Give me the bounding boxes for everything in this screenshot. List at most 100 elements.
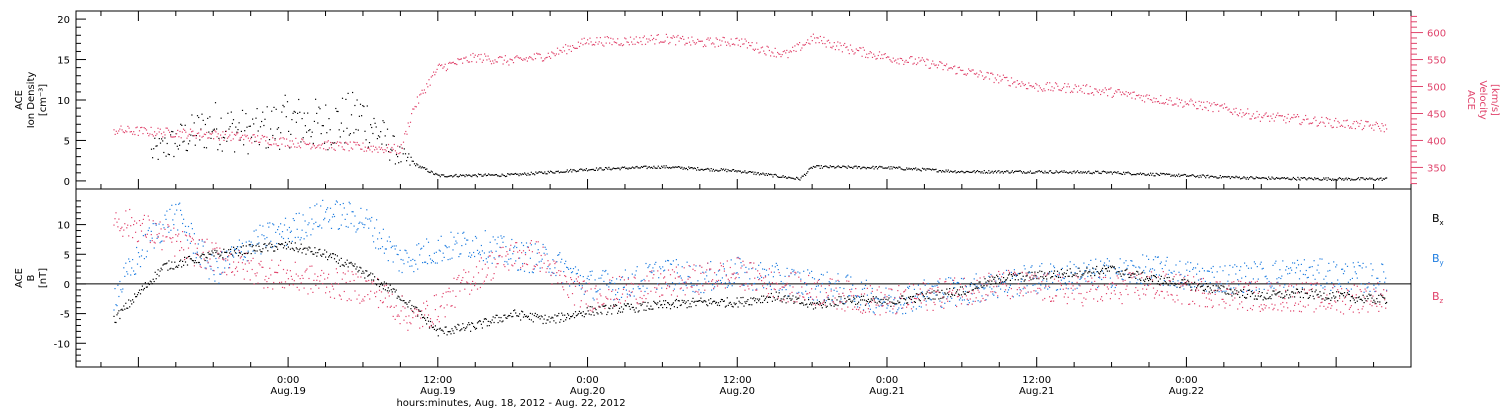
- field-series-By-point: [1085, 280, 1087, 282]
- field-series-Bz-point: [116, 221, 118, 223]
- top-series-1-point: [137, 134, 139, 136]
- field-series-By-point: [470, 256, 472, 258]
- field-series-Bx-point: [510, 312, 512, 314]
- field-series-By-point: [314, 205, 316, 207]
- field-series-Bx-point: [499, 320, 501, 322]
- field-series-By-point: [204, 267, 206, 269]
- top-series-1-point: [309, 142, 311, 144]
- field-series-Bx-point: [942, 297, 944, 299]
- top-series-1-point: [173, 136, 175, 138]
- field-series-Bz-point: [188, 235, 191, 237]
- field-series-By-point: [1139, 267, 1141, 269]
- top-series-0-point: [174, 142, 176, 145]
- field-series-Bx-point: [182, 260, 184, 262]
- top-series-1-point: [525, 57, 527, 59]
- field-series-By-point: [983, 288, 985, 290]
- top-series-0-point: [824, 165, 826, 167]
- field-series-Bx-point: [643, 309, 645, 311]
- field-series-Bx-point: [1277, 292, 1279, 294]
- field-series-By-point: [1004, 281, 1007, 283]
- field-series-Bx-point: [697, 300, 699, 302]
- top-series-0-point: [1032, 172, 1034, 174]
- field-series-Bx-point: [1184, 278, 1186, 281]
- field-series-Bx-point: [461, 328, 463, 330]
- top-series-0-point: [827, 166, 829, 169]
- field-series-By-point: [259, 224, 261, 226]
- field-series-Bx-point: [761, 295, 763, 297]
- field-series-By-point: [757, 276, 759, 278]
- top-series-1-point: [577, 41, 579, 43]
- top-series-1-point: [434, 74, 436, 76]
- top-series-0-point: [204, 123, 206, 126]
- field-series-Bx-point: [241, 254, 243, 256]
- top-series-0-point: [757, 172, 759, 174]
- top-series-0-point: [488, 173, 490, 175]
- field-series-By-point: [390, 247, 392, 249]
- top-series-0-point: [573, 169, 575, 171]
- top-series-1-point: [764, 53, 766, 55]
- top-series-1-point: [935, 64, 937, 66]
- top-series-0-point: [1332, 178, 1334, 180]
- field-series-By-point: [1036, 276, 1038, 278]
- field-series-By-point: [1360, 283, 1362, 285]
- field-series-Bx-point: [383, 281, 385, 283]
- field-series-Bx-point: [840, 296, 842, 298]
- field-series-Bx-point: [728, 302, 730, 304]
- top-series-0-point: [1318, 179, 1320, 181]
- top-series-1-point: [795, 50, 797, 52]
- field-series-By-point: [690, 282, 692, 284]
- field-series-Bx-point: [224, 251, 226, 253]
- field-series-By-point: [135, 273, 137, 275]
- field-series-By-point: [850, 276, 852, 278]
- top-series-1-point: [463, 57, 465, 59]
- top-series-1-point: [1365, 120, 1367, 122]
- field-series-By-point: [1314, 278, 1316, 280]
- field-series-Bx-point: [608, 307, 610, 309]
- top-series-1-point: [1042, 90, 1044, 92]
- field-series-By-point: [1045, 284, 1047, 286]
- field-series-Bx-point: [1201, 285, 1204, 287]
- field-series-Bx-point: [855, 303, 857, 305]
- field-series-Bx-point: [1171, 283, 1173, 285]
- field-series-Bx-point: [366, 270, 368, 272]
- top-series-0-point: [1191, 174, 1193, 176]
- field-series-By-point: [256, 243, 258, 245]
- field-series-Bx-point: [347, 266, 349, 268]
- top-series-1-point: [607, 37, 610, 39]
- top-series-1-point: [177, 129, 179, 131]
- field-series-By-point: [1007, 289, 1010, 291]
- field-series-Bz-point: [177, 235, 179, 237]
- field-series-By-point: [309, 207, 311, 209]
- field-series-Bx-point: [650, 305, 652, 307]
- field-series-By-point: [458, 256, 460, 258]
- top-series-1-point: [612, 38, 614, 40]
- field-series-Bx-point: [1137, 271, 1139, 273]
- field-series-Bx-point: [827, 298, 829, 300]
- top-series-0-point: [480, 173, 482, 176]
- field-series-Bx-point: [1032, 278, 1034, 280]
- top-series-1-point: [845, 46, 847, 49]
- top-series-0-point: [415, 165, 417, 167]
- field-series-Bx-point: [195, 262, 197, 264]
- field-series-Bx-point: [1093, 271, 1095, 273]
- top-series-0-point: [764, 174, 766, 176]
- top-series-1-point: [462, 62, 464, 64]
- field-series-By-point: [1147, 284, 1149, 286]
- top-series-1-point: [955, 73, 957, 75]
- field-series-Bx-point: [971, 289, 973, 291]
- top-series-1-point: [1097, 91, 1099, 94]
- field-series-By-point: [1132, 264, 1134, 266]
- top-series-1-point: [701, 40, 703, 42]
- top-series-0-point: [907, 168, 909, 170]
- top-series-1-point: [631, 41, 633, 43]
- field-series-By-point: [398, 270, 400, 272]
- field-series-Bz-point: [151, 240, 153, 242]
- field-series-Bz-point: [136, 222, 138, 224]
- top-series-1-point: [882, 57, 884, 60]
- field-series-By-point: [656, 288, 658, 290]
- field-series-Bx-point: [1197, 284, 1200, 286]
- top-series-1-point: [1001, 78, 1003, 81]
- field-series-By-point: [574, 266, 577, 268]
- top-series-0-point: [200, 128, 202, 130]
- field-series-By-point: [219, 273, 221, 275]
